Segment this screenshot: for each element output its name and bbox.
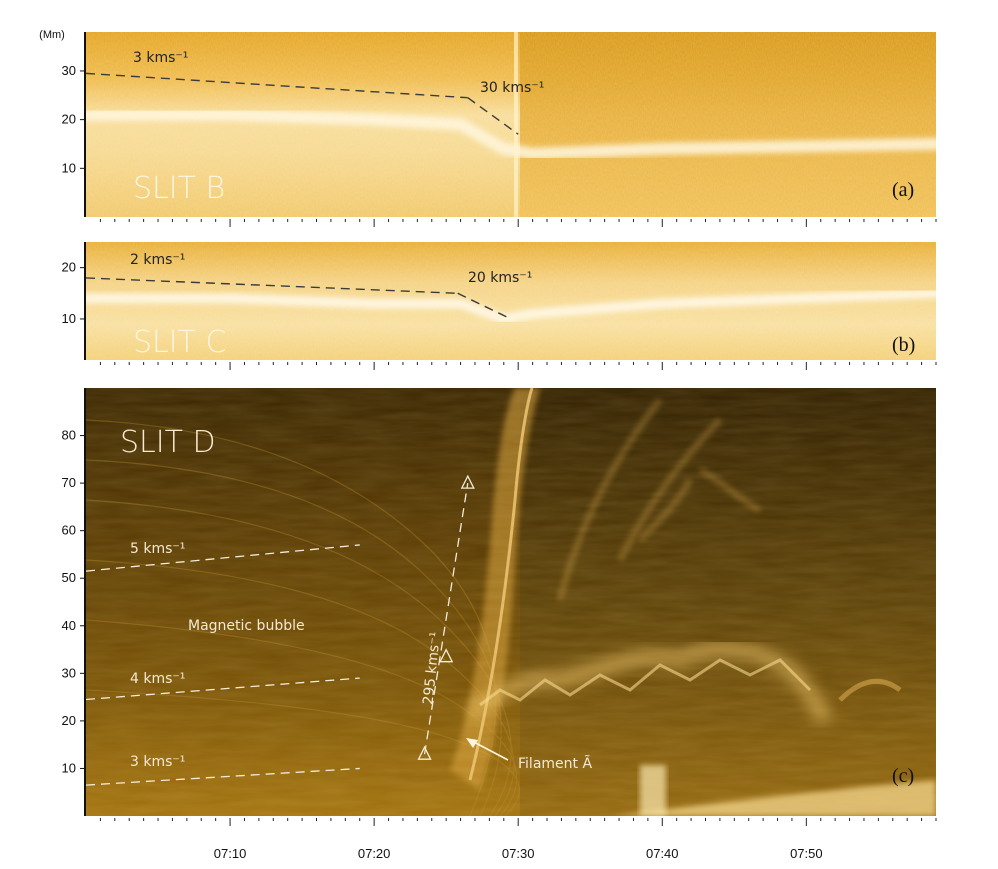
panel-c-velocity-track (85, 677, 360, 701)
panel-b-slit-label: SLIT C (133, 325, 226, 360)
panel-c-y-tick-label: 50 (62, 570, 76, 585)
panel-b: 10 20 2 kms⁻¹ 20 kms⁻¹ SLIT C (b) (62, 242, 937, 370)
x-tick-label: 07:20 (358, 846, 391, 861)
panel-c-y-tick-label: 60 (62, 523, 76, 538)
panel-a-y-tick-label: 20 (62, 112, 76, 127)
panel-c-y-tick-label: 10 (62, 760, 76, 775)
panel-a-slit-label: SLIT B (133, 171, 225, 206)
x-tick-label: 07:10 (214, 846, 247, 861)
panel-a-velocity-track (467, 97, 519, 135)
panel-c-velocity-track (423, 483, 469, 755)
panel-c-velocity-label: 295 kms⁻¹ (420, 631, 444, 705)
panel-a-velocity-label: 3 kms⁻¹ (133, 50, 188, 66)
panel-c-velocity-label: 3 kms⁻¹ (130, 754, 185, 770)
panel-a-velocity-track (85, 72, 468, 99)
panel-b-letter: (b) (892, 334, 915, 356)
x-tick-label: 07:50 (790, 846, 823, 861)
panel-a-y-tick-label: 30 (62, 63, 76, 78)
x-axis-tick-labels: 07:10 07:20 07:30 07:40 07:50 (214, 846, 823, 861)
panel-c-y-tick-label: 70 (62, 475, 76, 490)
panel-b-velocity-label: 2 kms⁻¹ (130, 252, 185, 268)
panel-c-tracks: 5 kms⁻¹ 4 kms⁻¹ 3 kms⁻¹ 295 kms⁻¹ (85, 474, 475, 786)
panel-a-velocity-label: 30 kms⁻¹ (480, 80, 544, 96)
panel-c-velocity-label: 4 kms⁻¹ (130, 671, 185, 687)
panel-b-ticks: 10 20 (62, 242, 937, 370)
panel-a-image (86, 32, 936, 217)
panel-b-y-tick-label: 10 (62, 311, 76, 326)
magnetic-bubble-label: Magnetic bubble (188, 618, 305, 634)
panel-a-tracks: 3 kms⁻¹ 30 kms⁻¹ (85, 50, 544, 135)
panel-c-letter: (c) (892, 765, 914, 787)
panel-b-y-tick-label: 20 (62, 260, 76, 275)
panel-b-tracks: 2 kms⁻¹ 20 kms⁻¹ (85, 252, 532, 320)
panel-c-y-tick-label: 80 (62, 428, 76, 443)
x-tick-label: 07:30 (502, 846, 535, 861)
panel-c-y-tick-label: 40 (62, 618, 76, 633)
filament-arrow (466, 738, 509, 761)
panel-c-marker (460, 474, 475, 489)
panel-c-y-tick-label: 30 (62, 665, 76, 680)
filament-label: Filament Ã (518, 755, 592, 772)
panel-b-image (86, 242, 936, 360)
panel-b-velocity-label: 20 kms⁻¹ (468, 270, 532, 286)
panel-a-ticks: 10 20 30 (62, 32, 937, 227)
panel-c-image (86, 388, 936, 816)
panel-b-velocity-track (85, 277, 458, 295)
panel-a-letter: (a) (892, 179, 914, 201)
x-tick-label: 07:40 (646, 846, 679, 861)
panel-c-marker (417, 745, 432, 760)
panel-c-velocity-track (85, 544, 360, 572)
panel-c-marker (439, 648, 454, 663)
panel-c-ticks: 10 20 30 40 50 60 70 80 (62, 388, 937, 826)
panel-a: 10 20 30 3 kms⁻¹ 30 kms⁻¹ (Mm) SLIT B (a) (39, 29, 937, 227)
panel-c-velocity-label: 5 kms⁻¹ (130, 541, 185, 557)
panel-a-y-tick-label: 10 (62, 160, 76, 175)
panel-c-y-tick-label: 20 (62, 713, 76, 728)
panel-c-slit-label: SLIT D (120, 425, 216, 460)
panel-c-velocity-track (85, 767, 360, 786)
y-axis-unit: (Mm) (39, 29, 65, 41)
panel-b-velocity-track (457, 292, 512, 320)
